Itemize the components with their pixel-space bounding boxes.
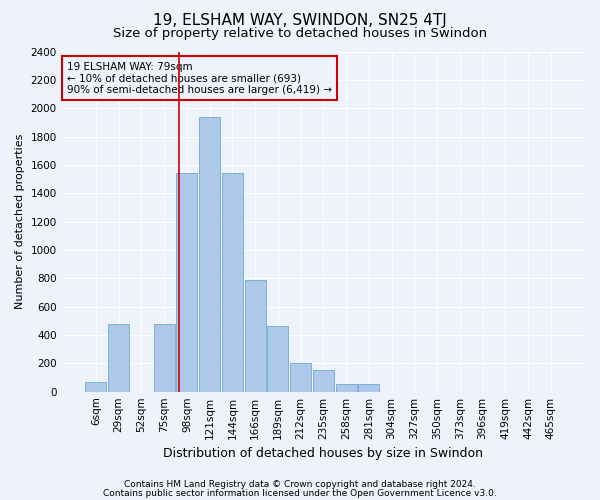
Bar bbox=[85, 382, 106, 392]
Bar bbox=[335, 384, 356, 392]
Text: Size of property relative to detached houses in Swindon: Size of property relative to detached ho… bbox=[113, 28, 487, 40]
Text: 19 ELSHAM WAY: 79sqm
← 10% of detached houses are smaller (693)
90% of semi-deta: 19 ELSHAM WAY: 79sqm ← 10% of detached h… bbox=[67, 62, 332, 95]
Bar bbox=[313, 370, 334, 392]
Bar bbox=[154, 324, 175, 392]
Y-axis label: Number of detached properties: Number of detached properties bbox=[15, 134, 25, 310]
Bar bbox=[268, 326, 289, 392]
Text: Contains public sector information licensed under the Open Government Licence v3: Contains public sector information licen… bbox=[103, 488, 497, 498]
Bar bbox=[290, 364, 311, 392]
Bar bbox=[222, 174, 243, 392]
Text: Contains HM Land Registry data © Crown copyright and database right 2024.: Contains HM Land Registry data © Crown c… bbox=[124, 480, 476, 489]
Text: 19, ELSHAM WAY, SWINDON, SN25 4TJ: 19, ELSHAM WAY, SWINDON, SN25 4TJ bbox=[153, 12, 447, 28]
Bar bbox=[176, 174, 197, 392]
Bar bbox=[358, 384, 379, 392]
Bar bbox=[108, 324, 129, 392]
Bar bbox=[245, 280, 266, 392]
X-axis label: Distribution of detached houses by size in Swindon: Distribution of detached houses by size … bbox=[163, 447, 484, 460]
Bar bbox=[199, 116, 220, 392]
